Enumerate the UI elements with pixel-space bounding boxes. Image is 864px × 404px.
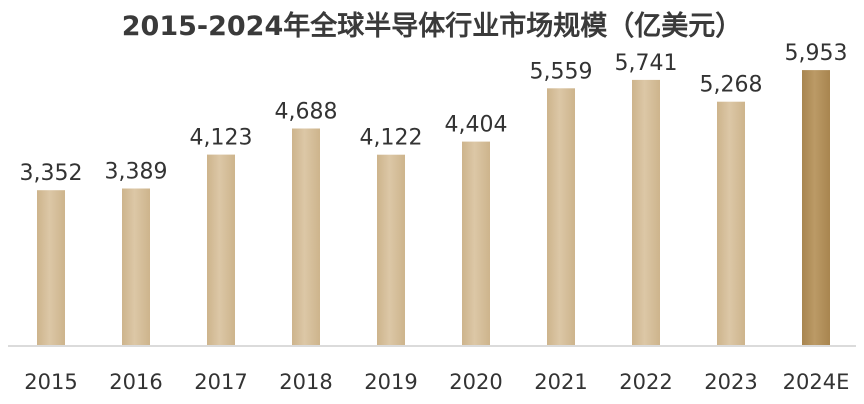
data-label-2022: 5,741 — [615, 51, 678, 76]
x-tick-label-2015: 2015 — [24, 370, 77, 394]
data-label-2020: 4,404 — [445, 113, 508, 138]
bar-2021 — [547, 88, 575, 346]
x-tick-label-2022: 2022 — [619, 370, 672, 394]
x-tick-label-2021: 2021 — [534, 370, 587, 394]
x-tick-label-2023: 2023 — [704, 370, 757, 394]
chart-title: 2015-2024年全球半导体行业市场规模（亿美元） — [121, 11, 743, 42]
x-tick-label-2016: 2016 — [109, 370, 162, 394]
x-tick-label-2018: 2018 — [279, 370, 332, 394]
bar-2015 — [37, 190, 65, 345]
data-label-2017: 4,123 — [190, 126, 253, 151]
x-tick-labels-layer: 2015 2016 2017 2018 2019 2020 2021 2022 2023 2024… — [24, 370, 849, 394]
bar-2022 — [632, 79, 660, 346]
bar-2018 — [292, 128, 320, 345]
data-labels-layer: 3,352 3,389 4,123 4,688 4,122 4,404 5,559 5,741… — [20, 41, 848, 186]
x-tick-label-2020: 2020 — [449, 370, 502, 394]
data-label-2015: 3,352 — [20, 161, 83, 186]
x-tick-label-2024e: 2024E — [783, 370, 850, 394]
bar-2023 — [717, 101, 745, 345]
data-label-2024e: 5,953 — [785, 41, 848, 66]
data-label-2019: 4,122 — [360, 126, 423, 151]
bar-2017 — [207, 154, 235, 345]
data-label-2023: 5,268 — [700, 73, 763, 98]
x-tick-label-2019: 2019 — [364, 370, 417, 394]
data-label-2021: 5,559 — [530, 59, 593, 84]
bar-2019 — [377, 154, 405, 345]
bars-layer — [37, 70, 830, 346]
bar-2016 — [122, 188, 150, 345]
x-tick-label-2017: 2017 — [194, 370, 247, 394]
data-label-2018: 4,688 — [275, 100, 338, 125]
bar-2024e — [802, 70, 830, 345]
bar-2020 — [462, 141, 490, 345]
data-label-2016: 3,389 — [105, 160, 168, 185]
